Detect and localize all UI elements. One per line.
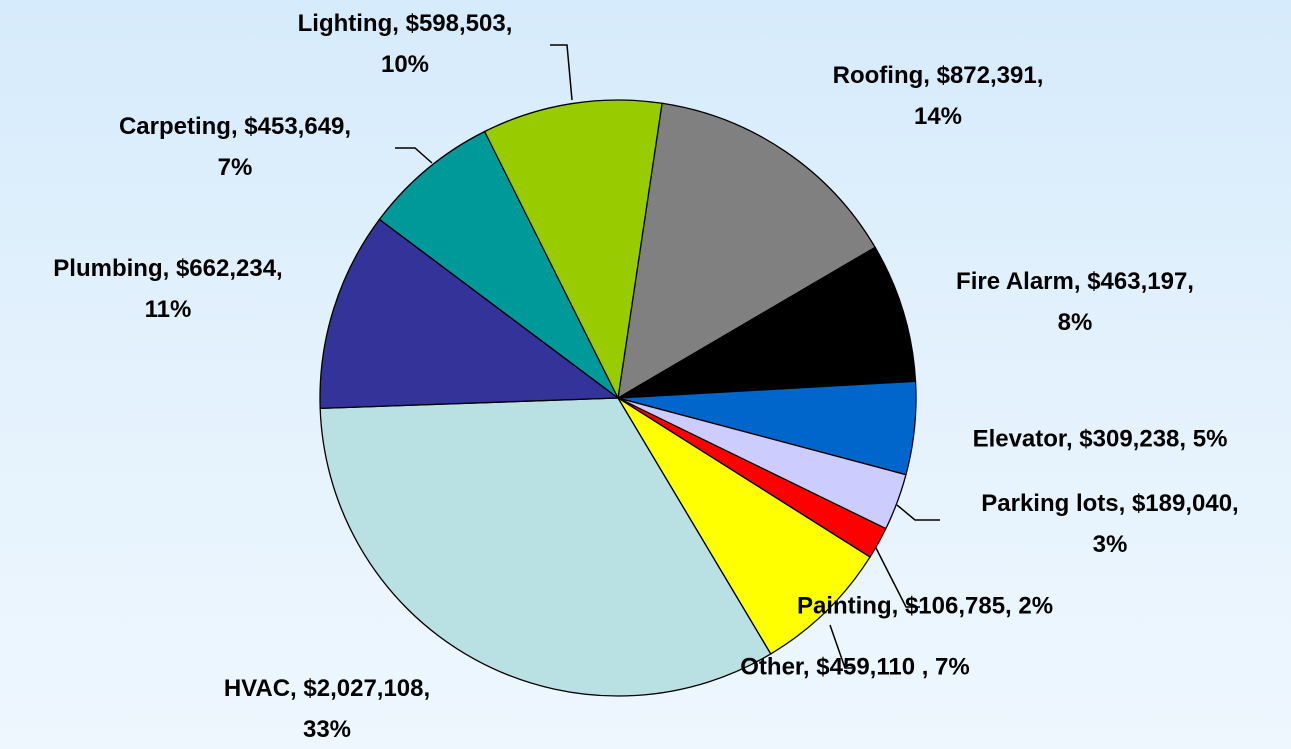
label-line: Parking lots, $189,040,: [981, 490, 1238, 517]
label-line: Roofing, $872,391,: [833, 62, 1044, 89]
label-line: Fire Alarm, $463,197,: [956, 268, 1194, 295]
data-label: Fire Alarm, $463,197, 8%: [956, 268, 1194, 336]
pie-slice: [483, 99, 663, 401]
leader-line: [875, 547, 920, 608]
data-label: Other, $459,110 , 7%: [740, 653, 970, 680]
label-line: Plumbing, $662,234,: [53, 255, 282, 282]
label-line: HVAC, $2,027,108,: [224, 675, 430, 702]
data-label: Plumbing, $662,234, 11%: [53, 255, 282, 323]
data-label: Carpeting, $453,649, 7%: [119, 113, 351, 181]
label-line: 3%: [1093, 531, 1128, 558]
data-label: Painting, $106,785, 2%: [797, 592, 1053, 619]
label-line: Carpeting, $453,649,: [119, 113, 351, 140]
label-line: Lighting, $598,503,: [298, 10, 513, 37]
label-line: 8%: [1058, 309, 1093, 336]
pie-slice: [319, 218, 620, 410]
label-line: 14%: [914, 103, 962, 130]
data-label: Elevator, $309,238, 5%: [973, 425, 1228, 452]
pie-slice: [378, 130, 619, 399]
data-label: Roofing, $872,391, 14%: [833, 62, 1044, 130]
leader-line: [896, 504, 940, 521]
pie-slice: [617, 246, 917, 399]
pie-slice: [319, 397, 772, 697]
data-label: HVAC, $2,027,108, 33%: [224, 675, 430, 743]
label-line: 33%: [303, 716, 351, 743]
pie-slice: [617, 397, 871, 655]
leader-line: [395, 147, 433, 164]
label-line: 11%: [145, 296, 192, 323]
pie-slice: [617, 102, 877, 400]
label-line: 10%: [381, 51, 429, 78]
leader-line: [550, 44, 573, 101]
data-label: Lighting, $598,503, 10%: [298, 10, 513, 78]
data-label: Parking lots, $189,040, 3%: [981, 490, 1238, 558]
leader-line: [829, 624, 852, 669]
label-line: 7%: [218, 154, 253, 181]
